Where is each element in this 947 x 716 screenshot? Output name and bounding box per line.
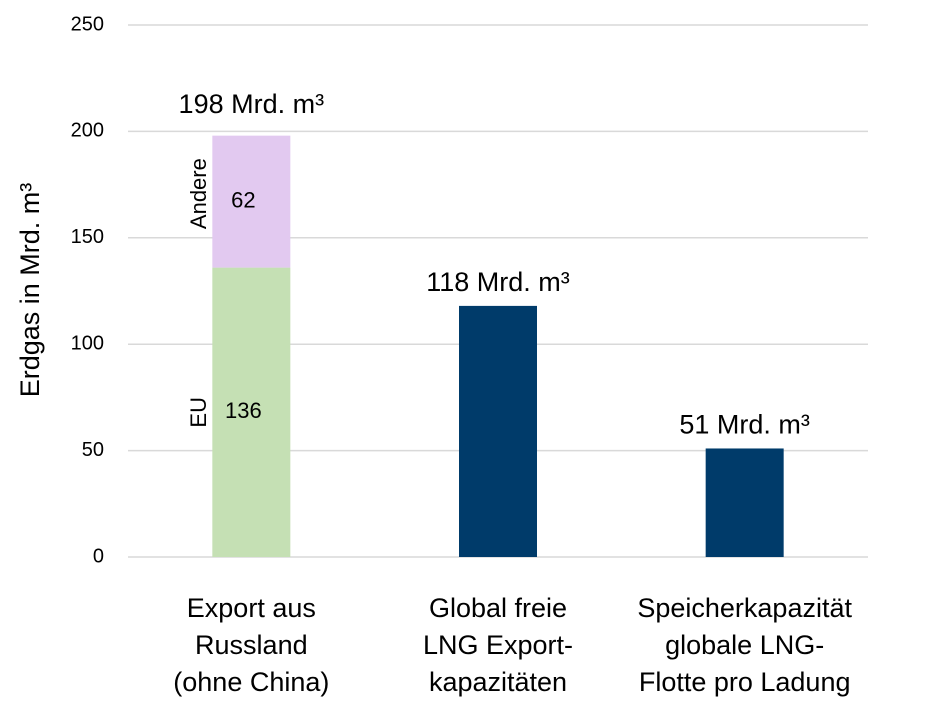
- y-tick-label: 100: [71, 332, 104, 354]
- x-tick-label: Flotte pro Ladung: [639, 667, 851, 697]
- x-tick-label: kapazitäten: [429, 667, 567, 697]
- y-axis-label: Erdgas in Mrd. m³: [15, 183, 45, 398]
- segment-label: 62: [231, 187, 255, 212]
- y-tick-label: 50: [82, 439, 104, 461]
- series-name: EU: [186, 397, 211, 428]
- bar-segment: [212, 267, 291, 557]
- segment-label: 136: [225, 398, 262, 423]
- y-tick-label: 150: [71, 226, 104, 248]
- bar-segment: [212, 135, 291, 268]
- y-tick-label: 200: [71, 120, 104, 142]
- x-tick-label: globale LNG-: [665, 630, 824, 660]
- x-tick-label: LNG Export-: [423, 630, 573, 660]
- x-tick-label: Global freie: [429, 593, 567, 623]
- y-tick-label: 250: [71, 13, 104, 35]
- x-tick-label: Russland: [195, 630, 308, 660]
- x-tick-label: Speicherkapazität: [637, 593, 852, 623]
- value-label: 51 Mrd. m³: [679, 410, 810, 440]
- x-tick-label: Export aus: [187, 593, 316, 623]
- bar-segment: [459, 305, 537, 557]
- x-tick-label: (ohne China): [173, 667, 329, 697]
- series-name: Andere: [186, 158, 211, 229]
- bar-segment: [705, 448, 784, 557]
- total-label: 198 Mrd. m³: [179, 89, 325, 119]
- value-label: 118 Mrd. m³: [426, 267, 570, 297]
- y-tick-label: 0: [93, 545, 104, 567]
